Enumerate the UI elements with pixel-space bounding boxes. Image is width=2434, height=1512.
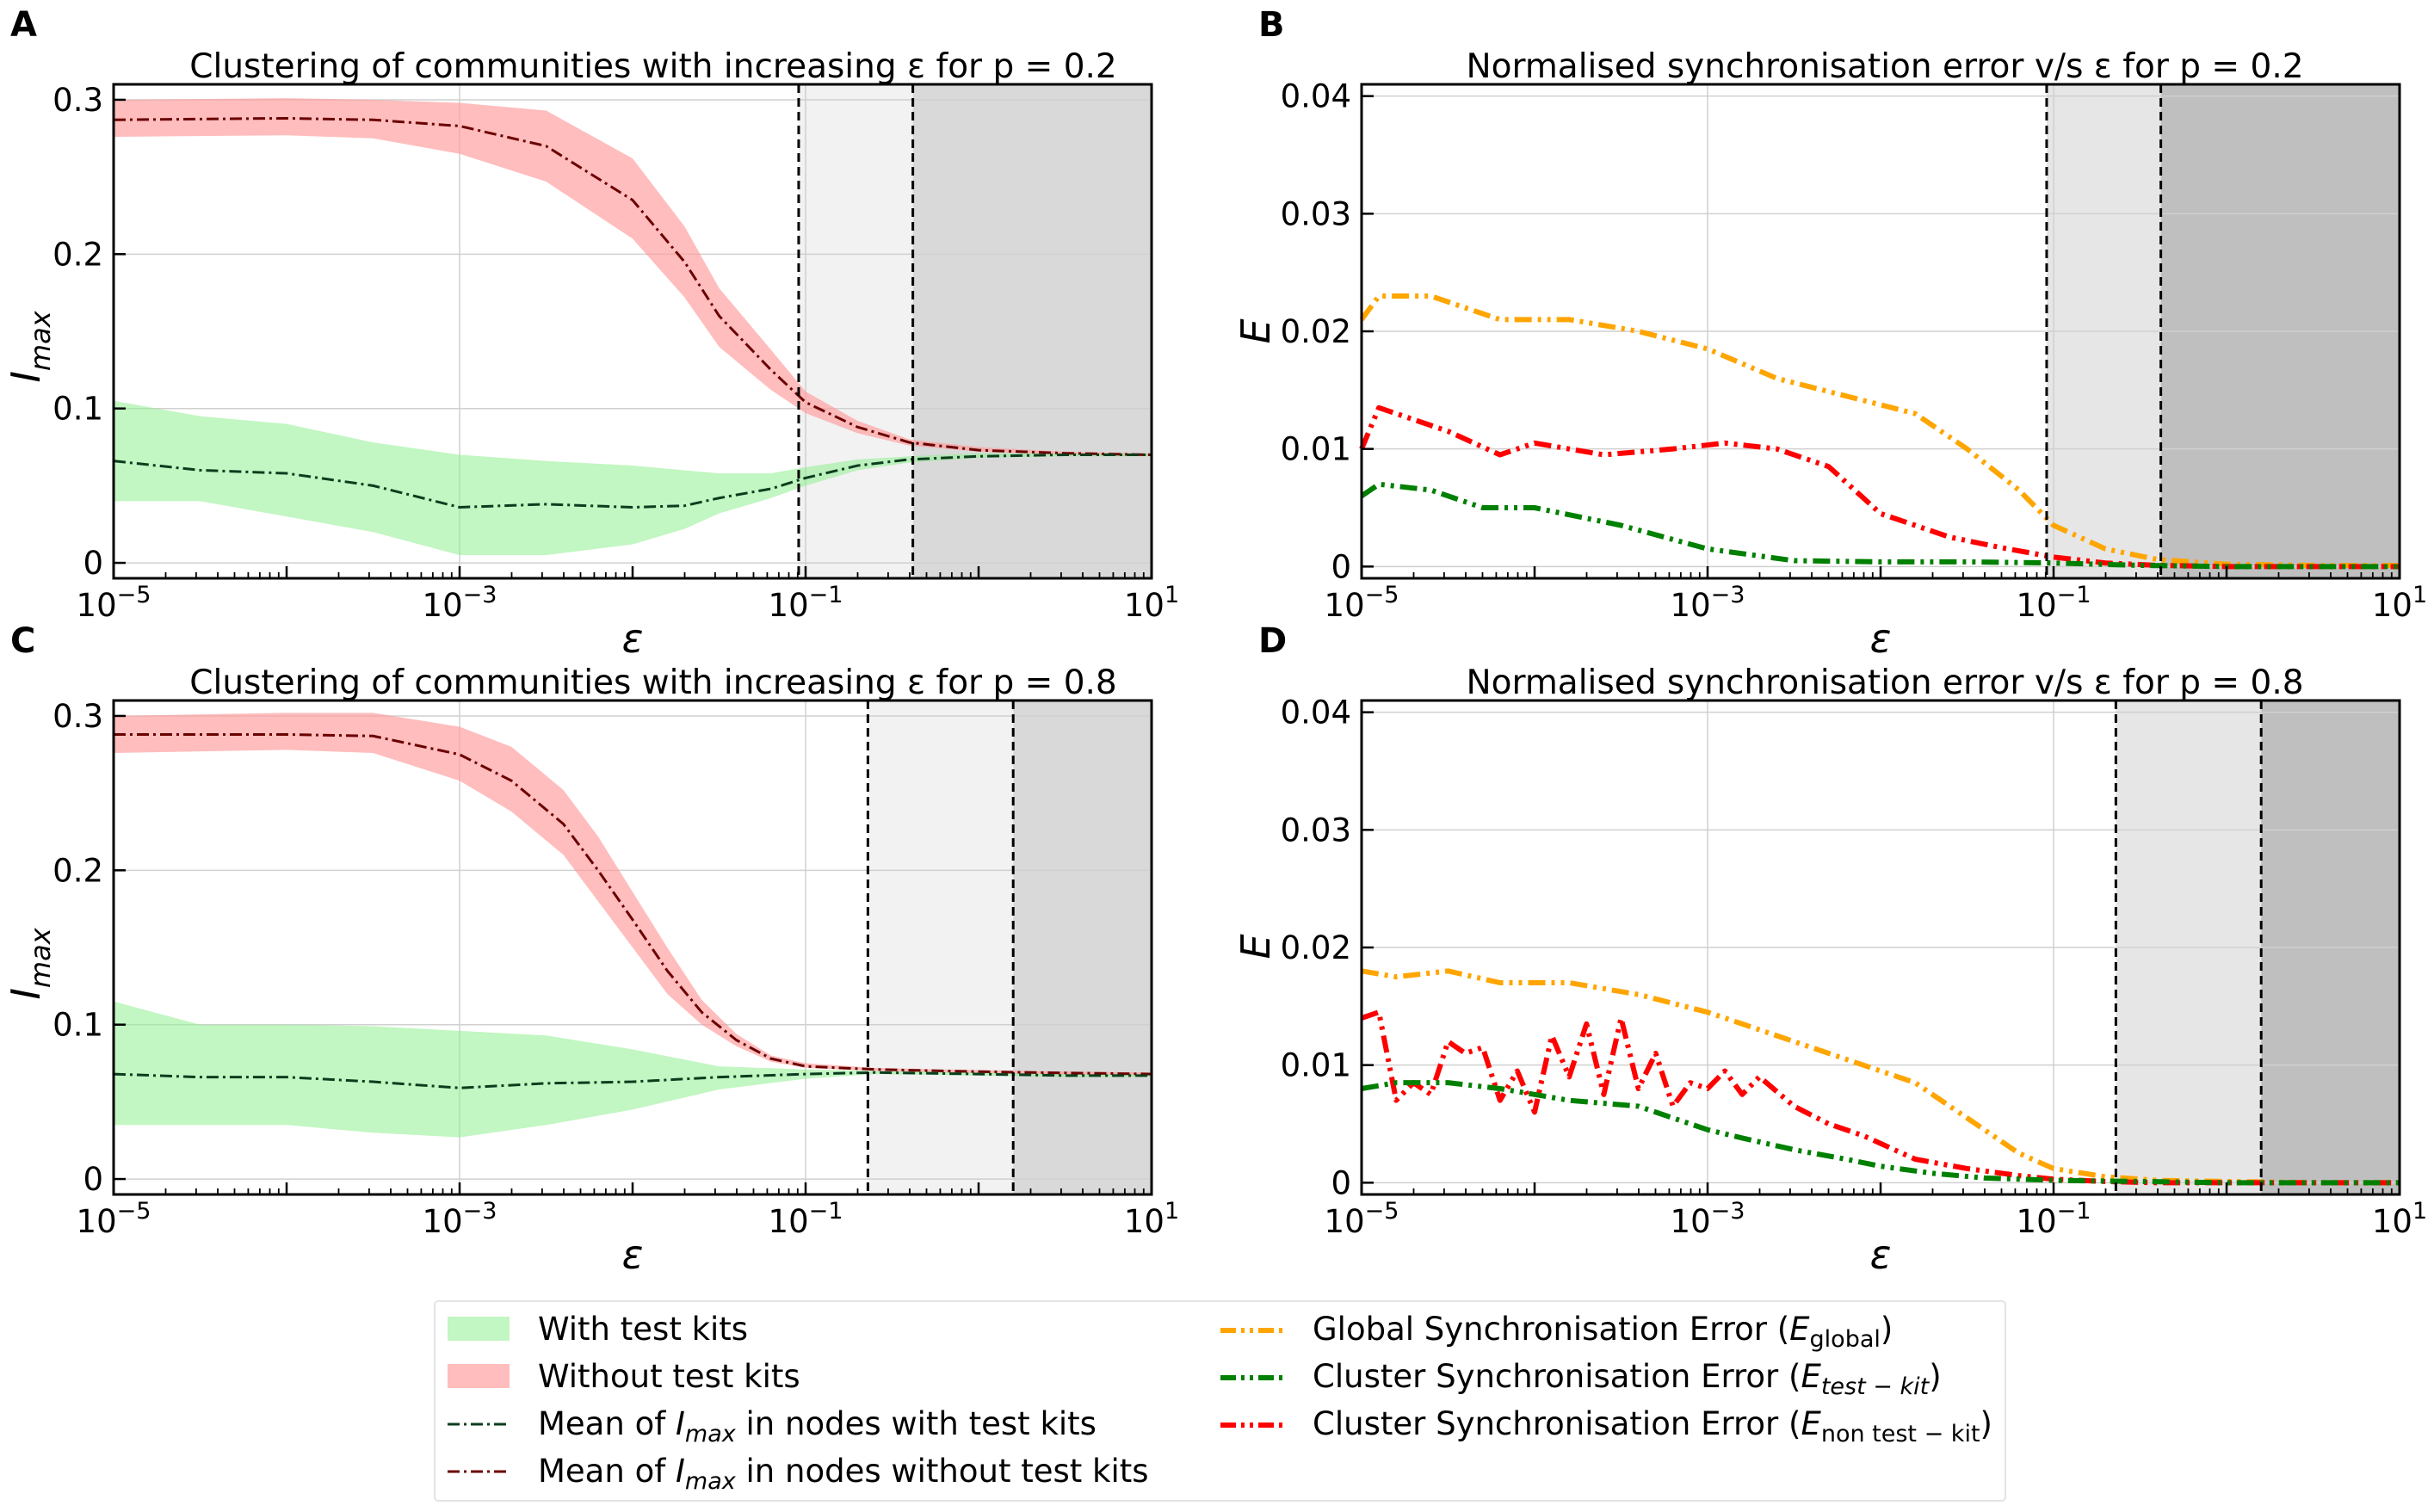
y-tick-label: 0.01 — [1281, 431, 1351, 468]
y-tick-label: 0.04 — [1281, 78, 1351, 115]
panel-a: A Clustering of communities with increas… — [3, 5, 1179, 662]
panel-b-letter: B — [1258, 5, 1285, 45]
legend-with-kits-swatch — [448, 1317, 510, 1341]
band-without-test-kits — [114, 98, 1152, 457]
x-tick-label: 10−5 — [1325, 582, 1399, 624]
series-line-mean-of-i-max-in-nodes-with-test-kits — [113, 454, 1152, 509]
series-line-mean-of-i-max-in-nodes-without-test-kits — [113, 116, 1152, 456]
legend-cluster-nonkit-label: Cluster Synchronisation Error (Enon test… — [1313, 1405, 1992, 1447]
panel-d-ylabel: E — [1232, 934, 1279, 959]
panel-a-title: Clustering of communities with increasin… — [189, 47, 1117, 86]
y-tick-label: 0.02 — [1281, 313, 1351, 350]
panel-c-title: Clustering of communities with increasin… — [189, 663, 1117, 702]
x-tick-label: 10−3 — [1671, 582, 1745, 624]
y-tick-label: 0.03 — [1281, 812, 1351, 849]
shade-region-dark — [912, 84, 1152, 578]
y-tick-label: 0.2 — [53, 236, 103, 273]
band-without-test-kits — [114, 713, 1152, 1076]
panel-b-title: Normalised synchronisation error v/s ε f… — [1466, 47, 2303, 86]
panel-d-plot-area: 10−5 10−3 10−1 101 0 0.01 0.02 0.03 0.04 — [1281, 694, 2428, 1240]
panel-b-xlabel: ε — [1870, 615, 1892, 662]
x-tick-label: 101 — [1124, 1198, 1179, 1240]
x-tick-label: 101 — [2372, 582, 2427, 624]
panel-a-ylabel: Imax — [3, 310, 57, 382]
y-tick-label: 0.1 — [53, 1007, 103, 1044]
series-line-mean-of-i-max-in-nodes-with-test-kits — [113, 1071, 1152, 1089]
x-tick-label: 10−3 — [423, 1198, 497, 1240]
x-tick-label: 101 — [2372, 1198, 2427, 1240]
x-tick-label: 10−5 — [77, 582, 151, 624]
legend-with-kits-label: With test kits — [538, 1311, 748, 1348]
panel-a-letter: A — [10, 5, 37, 45]
shade-region-light — [868, 700, 1014, 1194]
panel-d-letter: D — [1258, 621, 1287, 661]
series-line-cluster-synchronisation-error-e-test-kit — [1361, 1080, 2400, 1186]
legend-cluster-kit-label: Cluster Synchronisation Error (Etest − k… — [1313, 1358, 1942, 1400]
y-tick-label: 0 — [1331, 548, 1351, 585]
x-tick-label: 101 — [1124, 582, 1179, 624]
y-tick-label: 0 — [83, 1161, 103, 1198]
x-tick-label: 10−3 — [1671, 1198, 1745, 1240]
panel-c-letter: C — [10, 621, 35, 661]
series-line-mean-of-i-max-in-nodes-without-test-kits — [114, 732, 1152, 1076]
y-tick-label: 0.04 — [1281, 694, 1351, 731]
legend-without-kits-label: Without test kits — [538, 1358, 800, 1395]
y-tick-label: 0.3 — [53, 698, 103, 735]
shade-region-light — [798, 84, 913, 578]
x-tick-label: 10−1 — [769, 1198, 843, 1240]
y-tick-label: 0.02 — [1281, 929, 1351, 966]
x-tick-label: 10−1 — [769, 582, 843, 624]
legend-mean-without-label: Mean of Imax in nodes without test kits — [538, 1453, 1149, 1495]
panel-d: D Normalised synchronisation error v/s ε… — [1232, 621, 2427, 1278]
shade-region-dark — [1013, 700, 1152, 1194]
panel-a-xlabel: ε — [622, 615, 644, 662]
x-tick-label: 10−3 — [423, 582, 497, 624]
series-line-global-synchronisation-error-e-global — [1359, 293, 2400, 568]
panel-d-xlabel: ε — [1870, 1231, 1892, 1278]
series-line-cluster-synchronisation-error-e-non-test-kit — [1359, 404, 2400, 570]
x-tick-label: 10−5 — [77, 1198, 151, 1240]
x-tick-label: 10−5 — [1325, 1198, 1399, 1240]
panel-c-plot-area: 10−5 10−3 10−1 101 0 0.1 0.2 0.3 — [53, 698, 1179, 1240]
y-tick-label: 0 — [83, 545, 103, 582]
panel-c-ylabel: Imax — [3, 927, 57, 999]
x-tick-label: 10−1 — [2017, 582, 2091, 624]
x-tick-label: 10−1 — [2017, 1198, 2091, 1240]
band-with-test-kits — [114, 1001, 1152, 1138]
panel-b-ylabel: E — [1232, 318, 1279, 343]
band-with-test-kits — [114, 400, 1152, 556]
y-tick-label: 0 — [1331, 1164, 1351, 1201]
y-tick-label: 0.03 — [1281, 195, 1351, 232]
legend-frame — [434, 1300, 2006, 1502]
legend-global-label: Global Synchronisation Error (Eglobal) — [1313, 1311, 1893, 1353]
legend-mean-with-label: Mean of Imax in nodes with test kits — [538, 1405, 1097, 1447]
panel-d-title: Normalised synchronisation error v/s ε f… — [1466, 663, 2303, 702]
legend-without-kits-swatch — [448, 1364, 510, 1388]
panel-c: C Clustering of communities with increas… — [3, 621, 1179, 1278]
y-tick-label: 0.2 — [53, 852, 103, 889]
panel-b: B Normalised synchronisation error v/s ε… — [1232, 5, 2427, 662]
series-line-cluster-synchronisation-error-e-non-test-kit — [1361, 1009, 2400, 1186]
panel-c-xlabel: ε — [622, 1231, 644, 1278]
legend: With test kits Without test kits Mean of… — [434, 1300, 2006, 1502]
panel-a-plot-area: 10−5 10−3 10−1 101 0 0.1 0.2 0.3 — [53, 82, 1179, 624]
y-tick-label: 0.3 — [53, 82, 103, 119]
panel-b-plot-area: 10−5 10−3 10−1 101 0 0.01 0.02 0.03 0.04 — [1281, 78, 2428, 624]
y-tick-label: 0.01 — [1281, 1047, 1351, 1084]
y-tick-label: 0.1 — [53, 391, 103, 428]
